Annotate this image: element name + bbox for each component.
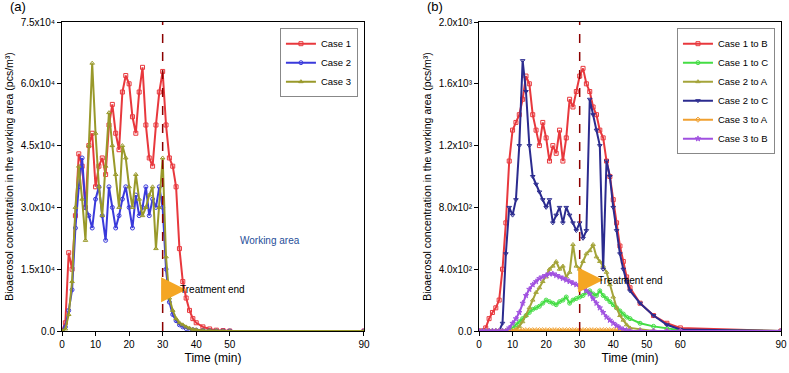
svg-text:Treatment end: Treatment end (598, 275, 663, 286)
svg-text:40: 40 (608, 339, 620, 350)
svg-text:20: 20 (541, 339, 553, 350)
svg-text:90: 90 (775, 339, 787, 350)
svg-text:1.5x10⁴: 1.5x10⁴ (21, 264, 55, 275)
svg-text:Case 3 to A: Case 3 to A (718, 114, 768, 125)
svg-text:Case 1 to B: Case 1 to B (718, 38, 768, 49)
svg-text:3.0x10⁴: 3.0x10⁴ (21, 202, 55, 213)
svg-text:Working area: Working area (240, 235, 300, 246)
svg-text:6.0x10⁴: 6.0x10⁴ (21, 78, 55, 89)
svg-text:(a): (a) (10, 0, 26, 14)
svg-text:Case 2 to A: Case 2 to A (718, 76, 768, 87)
svg-text:60: 60 (675, 339, 687, 350)
svg-text:50: 50 (641, 339, 653, 350)
svg-text:Case 3: Case 3 (321, 76, 351, 87)
svg-text:90: 90 (358, 339, 370, 350)
svg-text:40: 40 (191, 339, 203, 350)
svg-text:7.5x10⁴: 7.5x10⁴ (21, 17, 55, 28)
svg-text:20: 20 (124, 339, 136, 350)
svg-text:Time (min): Time (min) (185, 351, 242, 365)
svg-text:4.0x10²: 4.0x10² (439, 264, 473, 275)
svg-text:0: 0 (59, 339, 65, 350)
svg-text:1.6x10³: 1.6x10³ (439, 78, 473, 89)
svg-text:1.2x10³: 1.2x10³ (439, 140, 473, 151)
svg-text:(b): (b) (427, 0, 443, 14)
svg-text:Bioaerosol concentration in th: Bioaerosol concentration in the working … (3, 52, 15, 301)
svg-text:Treatment end: Treatment end (180, 284, 245, 295)
svg-text:50: 50 (224, 339, 236, 350)
svg-text:Case 2 to C: Case 2 to C (718, 95, 768, 106)
svg-text:30: 30 (574, 339, 586, 350)
svg-text:Bioaerosol concentration in th: Bioaerosol concentration in the working … (421, 52, 433, 301)
svg-text:0.0: 0.0 (458, 326, 472, 337)
svg-text:10: 10 (507, 339, 519, 350)
svg-text:30: 30 (157, 339, 169, 350)
svg-text:Case 1 to C: Case 1 to C (718, 57, 768, 68)
svg-text:0.0: 0.0 (41, 326, 55, 337)
svg-text:8.0x10²: 8.0x10² (439, 202, 473, 213)
svg-text:Case 2: Case 2 (321, 57, 351, 68)
svg-text:4.5x10⁴: 4.5x10⁴ (21, 140, 55, 151)
svg-text:0: 0 (476, 339, 482, 350)
svg-text:10: 10 (90, 339, 102, 350)
svg-text:Case 1: Case 1 (321, 38, 351, 49)
svg-text:Case 3 to B: Case 3 to B (718, 133, 768, 144)
svg-text:2.0x10³: 2.0x10³ (439, 17, 473, 28)
svg-text:Time (min): Time (min) (602, 351, 659, 365)
